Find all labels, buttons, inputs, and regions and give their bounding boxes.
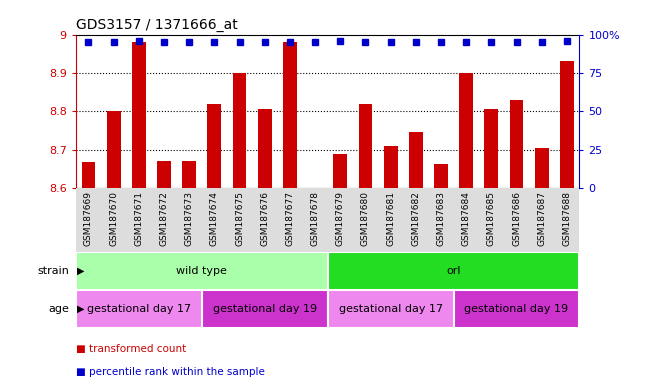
Text: gestational day 17: gestational day 17	[339, 304, 443, 314]
Bar	[283, 42, 297, 188]
Text: gestational day 17: gestational day 17	[86, 304, 191, 314]
Text: gestational day 19: gestational day 19	[465, 304, 569, 314]
Text: GSM187670: GSM187670	[109, 191, 118, 246]
Text: GSM187676: GSM187676	[260, 191, 269, 246]
Text: GSM187685: GSM187685	[487, 191, 496, 246]
Bar	[76, 290, 202, 328]
Text: GSM187681: GSM187681	[386, 191, 395, 246]
Bar	[232, 73, 246, 188]
Text: ■ transformed count: ■ transformed count	[76, 344, 186, 354]
Text: GSM187678: GSM187678	[311, 191, 319, 246]
Bar	[76, 252, 328, 290]
Text: GSM187677: GSM187677	[285, 191, 294, 246]
Bar	[510, 100, 523, 188]
Bar	[328, 252, 579, 290]
Bar	[333, 154, 347, 188]
Text: GDS3157 / 1371666_at: GDS3157 / 1371666_at	[76, 18, 238, 32]
Bar	[453, 290, 579, 328]
Text: GSM187675: GSM187675	[235, 191, 244, 246]
Bar	[258, 109, 272, 188]
Bar	[409, 132, 423, 188]
Bar	[182, 161, 196, 188]
Bar	[535, 148, 548, 188]
Bar	[358, 104, 372, 188]
Bar	[434, 164, 448, 188]
Bar	[157, 161, 171, 188]
Text: strain: strain	[38, 266, 69, 276]
Text: ▶: ▶	[77, 304, 84, 314]
Text: GSM187669: GSM187669	[84, 191, 93, 246]
Text: GSM187680: GSM187680	[361, 191, 370, 246]
Text: GSM187673: GSM187673	[185, 191, 193, 246]
Text: GSM187684: GSM187684	[462, 191, 471, 246]
Text: ■ percentile rank within the sample: ■ percentile rank within the sample	[76, 367, 265, 377]
Text: gestational day 19: gestational day 19	[213, 304, 317, 314]
Bar	[383, 146, 397, 188]
Text: GSM187682: GSM187682	[411, 191, 420, 246]
Bar	[459, 73, 473, 188]
Text: GSM187672: GSM187672	[160, 191, 168, 246]
Bar	[207, 104, 221, 188]
Text: orl: orl	[446, 266, 461, 276]
Bar	[82, 162, 96, 188]
Bar	[107, 111, 121, 188]
Text: GSM187686: GSM187686	[512, 191, 521, 246]
Bar	[560, 61, 574, 188]
Bar	[202, 290, 328, 328]
Bar	[132, 42, 146, 188]
Text: wild type: wild type	[176, 266, 227, 276]
Text: GSM187688: GSM187688	[562, 191, 572, 246]
Bar	[484, 109, 498, 188]
Text: GSM187671: GSM187671	[135, 191, 143, 246]
Text: GSM187683: GSM187683	[436, 191, 446, 246]
Text: GSM187679: GSM187679	[336, 191, 345, 246]
Text: GSM187674: GSM187674	[210, 191, 219, 246]
Bar	[328, 290, 453, 328]
Text: GSM187687: GSM187687	[537, 191, 546, 246]
Text: age: age	[48, 304, 69, 314]
Text: ▶: ▶	[77, 266, 84, 276]
